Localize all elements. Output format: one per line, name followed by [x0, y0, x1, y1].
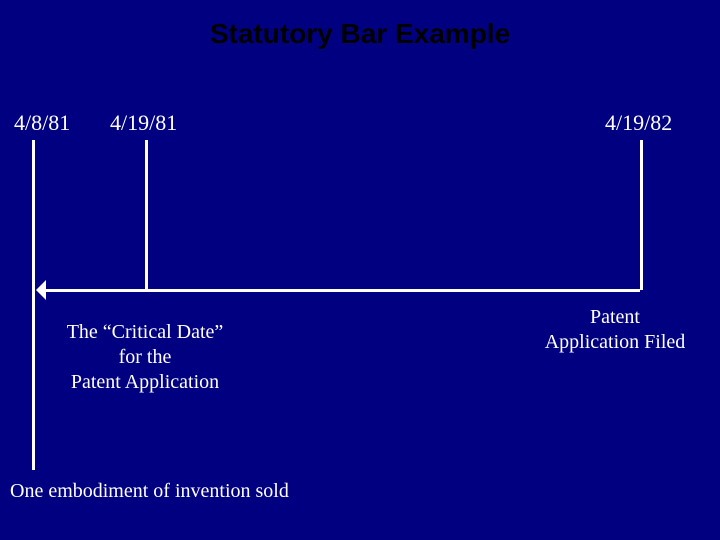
critical-date-line1: The “Critical Date” — [35, 320, 255, 345]
timeline-tick-2 — [145, 140, 148, 290]
date-label-3: 4/19/82 — [605, 110, 672, 136]
timeline-tick-1 — [32, 140, 35, 470]
footer-caption: One embodiment of invention sold — [10, 480, 289, 503]
date-label-1: 4/8/81 — [14, 110, 70, 136]
date-label-2: 4/19/81 — [110, 110, 177, 136]
patent-filed-line1: Patent — [505, 305, 720, 330]
patent-filed-line2: Application Filed — [505, 330, 720, 355]
critical-date-caption: The “Critical Date” for the Patent Appli… — [35, 320, 255, 395]
slide-title: Statutory Bar Example — [0, 18, 720, 50]
critical-date-line2: for the — [35, 345, 255, 370]
timeline-arrowhead — [36, 280, 46, 300]
critical-date-line3: Patent Application — [35, 370, 255, 395]
timeline-arrow-line — [46, 289, 640, 292]
timeline-tick-3 — [640, 140, 643, 290]
patent-filed-caption: Patent Application Filed — [505, 305, 720, 355]
